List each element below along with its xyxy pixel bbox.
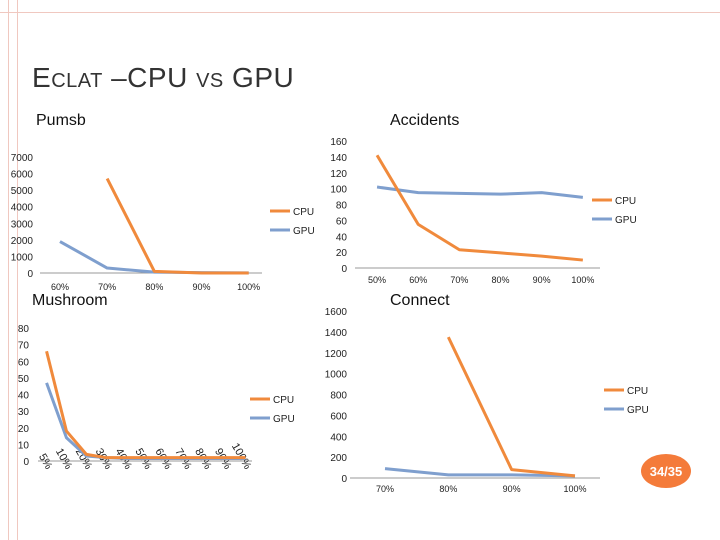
pumsb-y-tick-label: 3000 [11, 219, 34, 230]
pumsb-x-tick-label: 100% [237, 282, 260, 292]
connect-y-tick-label: 1200 [325, 349, 348, 360]
accidents-x-tick-label: 60% [409, 275, 427, 285]
accidents-x-tick-label: 80% [492, 275, 510, 285]
mushroom-y-tick-label: 10 [18, 440, 30, 451]
connect-x-tick-label: 100% [563, 484, 586, 494]
pumsb-x-tick-label: 70% [98, 282, 116, 292]
mushroom-y-tick-label: 70 [18, 341, 30, 352]
page-number-badge: 34/35 [641, 454, 691, 488]
mushroom-legend-gpu-label: GPU [273, 414, 295, 425]
accidents-chart-title: Accidents [390, 112, 460, 129]
accidents-y-tick-label: 0 [341, 264, 347, 275]
connect-cpu-series-line [446, 336, 576, 478]
mushroom-y-tick-label: 80 [18, 324, 30, 335]
mushroom-y-tick-label: 50 [18, 374, 30, 385]
accidents-y-tick-label: 100 [330, 185, 347, 196]
pumsb-y-tick-label: 0 [27, 269, 33, 280]
slide-top-rule [0, 12, 720, 13]
connect-y-tick-label: 400 [330, 432, 347, 443]
accidents-y-tick-label: 120 [330, 169, 347, 180]
mushroom-y-tick-label: 40 [18, 391, 30, 402]
mushroom-y-tick-label: 0 [23, 457, 29, 468]
accidents-gpu-series-line [376, 185, 584, 199]
connect-x-tick-label: 80% [439, 484, 457, 494]
pumsb-y-tick-label: 4000 [11, 203, 34, 214]
accidents-y-tick-label: 160 [330, 137, 347, 148]
accidents-y-tick-label: 40 [336, 232, 348, 243]
connect-y-tick-label: 1000 [325, 370, 348, 381]
accidents-x-tick-label: 50% [368, 275, 386, 285]
accidents-y-tick-label: 60 [336, 216, 348, 227]
connect-chart-title: Connect [390, 292, 450, 309]
pumsb-x-tick-label: 90% [192, 282, 210, 292]
connect-gpu-series-line [384, 467, 576, 478]
connect-y-tick-label: 600 [330, 411, 347, 422]
connect-x-tick-label: 70% [376, 484, 394, 494]
mushroom-legend-cpu-label: CPU [273, 395, 294, 406]
connect-y-tick-label: 800 [330, 391, 347, 402]
slide-title: ECLAT –CPU VS GPU [32, 62, 295, 93]
mushroom-y-tick-label: 20 [18, 424, 30, 435]
pumsb-x-tick-label: 60% [51, 282, 69, 292]
accidents-y-tick-label: 20 [336, 248, 348, 259]
connect-x-tick-label: 90% [503, 484, 521, 494]
accidents-y-tick-label: 80 [336, 201, 348, 212]
mushroom-y-tick-label: 30 [18, 407, 30, 418]
connect-legend-cpu-label: CPU [627, 386, 648, 397]
pumsb-x-tick-label: 80% [145, 282, 163, 292]
pumsb-chart-title: Pumsb [36, 112, 86, 129]
pumsb-cpu-series-line [105, 177, 249, 275]
mushroom-chart-title: Mushroom [32, 292, 108, 309]
connect-y-tick-label: 0 [341, 474, 347, 485]
connect-y-tick-label: 1400 [325, 328, 348, 339]
pumsb-y-tick-label: 6000 [11, 170, 34, 181]
connect-legend-gpu-label: GPU [627, 405, 649, 416]
accidents-x-tick-label: 100% [571, 275, 594, 285]
connect-y-tick-label: 200 [330, 453, 347, 464]
pumsb-y-tick-label: 1000 [11, 252, 34, 263]
pumsb-y-tick-label: 5000 [11, 186, 34, 197]
mushroom-cpu-series-line [45, 350, 246, 460]
pumsb-y-tick-label: 2000 [11, 236, 34, 247]
accidents-legend-cpu-label: CPU [615, 196, 636, 207]
pumsb-legend-cpu-label: CPU [293, 207, 314, 218]
pumsb-legend-gpu-label: GPU [293, 226, 315, 237]
mushroom-y-tick-label: 60 [18, 357, 30, 368]
slide-border-decoration [8, 0, 18, 540]
accidents-legend-gpu-label: GPU [615, 215, 637, 226]
accidents-x-tick-label: 90% [533, 275, 551, 285]
accidents-y-tick-label: 140 [330, 153, 347, 164]
accidents-cpu-series-line [375, 154, 583, 262]
connect-y-tick-label: 1600 [325, 307, 348, 318]
accidents-x-tick-label: 70% [450, 275, 468, 285]
pumsb-y-tick-label: 7000 [11, 153, 34, 164]
